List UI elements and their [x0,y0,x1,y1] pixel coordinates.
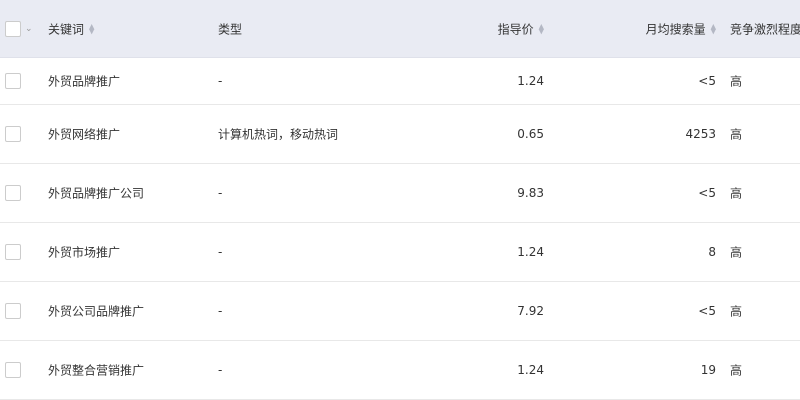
price-cell: 7.92 [517,304,544,318]
price-cell: 1.24 [517,245,544,259]
volume-cell: 8 [708,245,716,259]
column-keyword[interactable]: 关键词 ▲ ▼ [48,22,95,36]
volume-cell: 4253 [685,127,716,141]
type-cell: - [218,304,223,318]
table-row: 外贸整合营销推广 - 1.24 19 高 [0,341,800,400]
volume-cell: <5 [698,304,716,318]
table-header: ⌄ 关键词 ▲ ▼ 类型 指导价 ▲ ▼ 月均搜索量 ▲ ▼ 竞争激烈程度 [0,0,800,58]
keyword-cell: 外贸市场推广 [48,245,121,260]
price-cell: 1.24 [517,74,544,88]
price-cell: 9.83 [517,186,544,200]
type-cell: - [218,74,223,88]
keyword-cell: 外贸整合营销推广 [48,363,145,378]
row-checkbox[interactable] [5,185,21,201]
sort-icon[interactable]: ▲ ▼ [89,22,95,36]
volume-cell: <5 [698,74,716,88]
type-cell: - [218,245,223,259]
row-checkbox[interactable] [5,73,21,89]
keyword-cell: 外贸网络推广 [48,127,121,142]
keyword-cell: 外贸品牌推广 [48,74,121,89]
select-all-checkbox[interactable] [5,20,21,37]
table-row: 外贸品牌推广 - 1.24 <5 高 [0,58,800,105]
competition-cell: 高 [730,186,743,201]
row-checkbox[interactable] [5,362,21,378]
table-row: 外贸品牌推广公司 - 9.83 <5 高 [0,164,800,223]
keyword-cell: 外贸公司品牌推广 [48,304,145,319]
type-cell: 计算机热词，移动热词 [218,127,339,142]
table-row: 外贸公司品牌推广 - 7.92 <5 高 [0,282,800,341]
column-type: 类型 [218,22,243,36]
volume-cell: 19 [700,363,716,377]
price-cell: 0.65 [517,127,544,141]
type-cell: - [218,186,223,200]
price-cell: 1.24 [517,363,544,377]
competition-cell: 高 [730,304,743,319]
table-row: 外贸市场推广 - 1.24 8 高 [0,223,800,282]
volume-cell: <5 [698,186,716,200]
row-checkbox[interactable] [5,244,21,260]
column-price[interactable]: 指导价 ▲ ▼ [497,22,544,36]
keyword-cell: 外贸品牌推广公司 [48,186,145,201]
competition-cell: 高 [730,74,743,89]
sort-icon[interactable]: ▲ ▼ [710,22,716,36]
table-row: 外贸网络推广 计算机热词，移动热词 0.65 4253 高 [0,105,800,164]
row-checkbox[interactable] [5,126,21,142]
column-competition: 竞争激烈程度 [730,22,800,36]
competition-cell: 高 [730,127,743,142]
column-volume[interactable]: 月均搜索量 ▲ ▼ [645,22,716,36]
competition-cell: 高 [730,245,743,260]
row-checkbox[interactable] [5,303,21,319]
type-cell: - [218,363,223,377]
sort-icon[interactable]: ▲ ▼ [538,22,544,36]
chevron-down-icon[interactable]: ⌄ [25,23,33,34]
competition-cell: 高 [730,363,743,378]
